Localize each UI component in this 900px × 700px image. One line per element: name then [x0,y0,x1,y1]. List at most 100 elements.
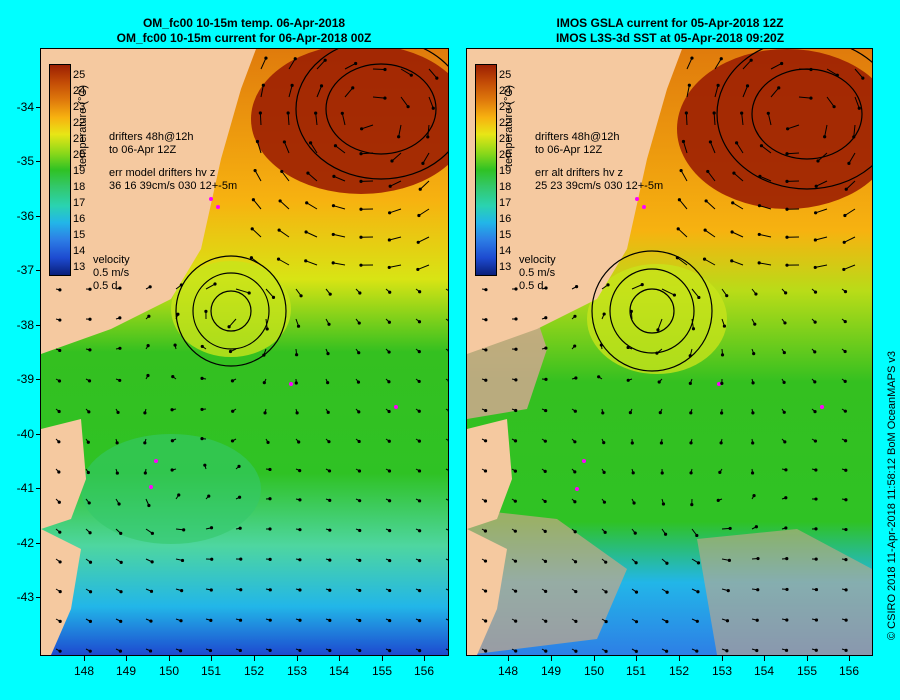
velocity-arrow-head [328,498,332,503]
velocity-arrow-head [606,283,610,287]
velocity-arrow-head [731,201,735,205]
velocity-arrow-head [843,439,848,443]
velocity-arrow-icon [843,264,856,270]
velocity-arrow-head [543,559,548,564]
velocity-arrow-head [544,316,548,320]
velocity-arrow-head [238,526,242,530]
velocity-arrow-icon [709,141,716,154]
velocity-arrow-head [357,410,361,414]
velocity-arrow-head [331,232,335,237]
velocity-arrow-icon [228,318,237,328]
velocity-arrow-head [331,204,336,208]
velocity-arrow-icon [661,288,675,296]
velocity-arrow-head [149,619,153,623]
velocity-arrow-head [690,56,694,60]
velocity-arrow-head [261,83,265,87]
velocity-arrow-head [359,235,363,239]
velocity-arrow-head [720,353,725,357]
velocity-arrow-icon [306,202,318,210]
velocity-arrow-head [703,228,707,232]
velocity-arrow-head [328,618,332,622]
velocity-arrow-head [119,590,123,594]
velocity-arrow-icon [316,59,326,70]
velocity-arrow-head [264,56,268,60]
velocity-arrow-head [835,73,839,77]
velocity-arrow-head [237,495,242,499]
velocity-arrow-head [397,135,401,139]
velocity-arrow-head [745,84,750,88]
left-sst-field [41,49,448,655]
velocity-arrow-head [435,76,439,80]
lon-tick: 155 [796,656,818,678]
velocity-arrow-head [294,381,298,385]
velocity-arrow-head [58,530,62,534]
velocity-arrow-head [305,201,309,205]
velocity-arrow-head [150,531,154,535]
velocity-arrow-head [751,441,755,445]
right-longitude-axis: 148 149 150 151 152 153 154 155 156 [466,656,873,686]
lon-tick: 156 [838,656,860,678]
velocity-arrow-head [483,589,488,593]
velocity-arrow-head [780,61,784,66]
velocity-arrow-head [296,324,301,328]
velocity-arrow-head [573,344,577,348]
right-drifters-legend: drifters 48h@12h to 06-Apr 12Z [535,131,620,156]
velocity-arrow-head [357,469,362,473]
velocity-arrow-head [179,283,184,287]
velocity-arrow-head [119,560,123,564]
velocity-arrow-head [751,411,755,415]
velocity-arrow-head [785,557,789,561]
velocity-arrow-head [360,127,364,131]
velocity-arrow-icon [770,87,780,98]
velocity-arrow-head [814,618,819,622]
velocity-arrow-icon [427,124,430,137]
left-map-panel: 25 24 23 22 21 20 19 18 17 16 15 14 13 t… [40,48,449,656]
velocity-arrow-head [843,409,847,413]
velocity-arrow-head [484,288,488,292]
velocity-arrow-head [417,439,421,443]
velocity-arrow-head [784,468,788,472]
velocity-arrow-head [406,105,410,109]
velocity-arrow-icon [445,468,448,471]
velocity-arrow-head [250,227,254,231]
velocity-arrow-head [143,441,147,445]
mainland-land [41,49,256,354]
velocity-arrow-icon [826,68,838,76]
lon-tick: 149 [540,656,562,678]
temperature-colorbar [475,64,497,276]
velocity-arrow-head [656,328,660,332]
velocity-arrow-head [117,502,121,506]
velocity-arrow-head [814,497,818,501]
velocity-arrow-head [814,184,818,188]
velocity-arrow-head [388,529,392,533]
velocity-arrow-icon [305,231,318,238]
velocity-arrow-head [58,619,62,623]
velocity-arrow-head [728,526,732,531]
velocity-arrow-head [814,211,818,215]
velocity-arrow-head [513,499,517,503]
lat-tick: -38 [16,318,41,332]
velocity-arrow-head [785,263,789,267]
velocity-arrow-head [173,343,177,347]
velocity-arrow-icon [307,172,318,182]
velocity-arrow-head [209,588,213,592]
velocity-arrow-head [628,411,632,415]
velocity-arrow-head [573,314,577,318]
left-longitude-axis: 148 149 150 151 152 153 154 155 156 [40,656,449,686]
velocity-arrow-icon [400,68,412,76]
velocity-arrow-icon [287,112,290,126]
velocity-arrow-head [328,588,332,592]
lat-tick: -37 [16,263,41,277]
velocity-arrow-icon [333,233,346,238]
velocity-arrow-head [757,261,761,265]
latitude-axis: -34 -35 -36 -37 -38 -39 -40 -41 -42 -43 [0,48,41,656]
velocity-arrow-icon [686,85,690,98]
velocity-arrow-head [418,559,422,563]
velocity-arrow-head [544,286,548,290]
velocity-arrow-head [752,352,756,356]
lat-tick: -34 [16,100,41,114]
velocity-arrow-head [180,558,185,563]
velocity-arrow-icon [679,199,688,210]
velocity-arrow-head [752,493,756,498]
velocity-arrow-icon [254,170,262,182]
